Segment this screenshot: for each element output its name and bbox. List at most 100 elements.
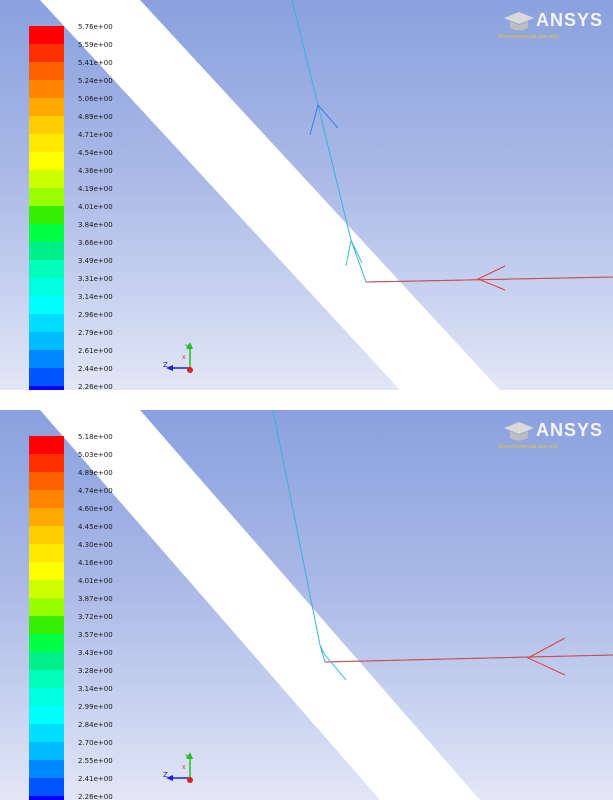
colormap-legend: 5.76e+00 5.59e+00 5.41e+00 5.24e+00 5.06e+00… (0, 0, 150, 390)
legend-value-label: 2.26e+00 (78, 383, 113, 390)
legend-value-label: 2.55e+00 (78, 757, 113, 765)
legend-value-label: 4.89e+00 (78, 113, 113, 121)
graduation-cap-icon (504, 422, 534, 441)
legend-value-label: 4.16e+00 (78, 559, 113, 567)
legend-value-label: 4.01e+00 (78, 577, 113, 585)
logo-brand: ANSYS (536, 420, 604, 440)
axis-y-label: Y (184, 753, 190, 761)
legend-swatch (29, 580, 64, 598)
legend-value-label: 5.24e+00 (78, 77, 113, 85)
axis-y-label: Y (184, 343, 190, 351)
legend-value-label: 2.44e+00 (78, 365, 113, 373)
legend-value-label: 2.99e+00 (78, 703, 113, 711)
legend-swatch (29, 44, 64, 62)
ray-path-red (365, 276, 613, 283)
scene-bottom (40, 410, 613, 800)
ray-path-red (324, 654, 613, 663)
legend-swatch (29, 706, 64, 724)
legend-value-label: 5.18e+00 (78, 433, 113, 441)
legend-swatch (29, 314, 64, 332)
legend-value-label: 2.70e+00 (78, 739, 113, 747)
legend-value-label: 2.61e+00 (78, 347, 113, 355)
legend-swatch (29, 472, 64, 490)
legend-value-label: 4.19e+00 (78, 185, 113, 193)
legend-value-label: 4.45e+00 (78, 523, 113, 531)
viewport-top[interactable]: 5.76e+00 5.59e+00 5.41e+00 5.24e+00 5.06e+00… (0, 0, 613, 390)
legend-swatch (29, 670, 64, 688)
ray-arrow (476, 265, 506, 291)
legend-swatch (29, 724, 64, 742)
legend-swatch (29, 152, 64, 170)
legend-swatch (29, 598, 64, 616)
legend-value-label: 4.54e+00 (78, 149, 113, 157)
logo-subtitle: Noncommercial use only (498, 444, 559, 450)
legend-swatch (29, 224, 64, 242)
legend-swatch (29, 616, 64, 634)
legend-swatch (29, 206, 64, 224)
legend-swatch (29, 260, 64, 278)
legend-swatch (29, 278, 64, 296)
legend-swatch (29, 526, 64, 544)
legend-swatch (29, 134, 64, 152)
legend-value-label: 5.03e+00 (78, 451, 113, 459)
scene-top (40, 0, 613, 390)
legend-swatch (29, 98, 64, 116)
legend-value-label: 3.84e+00 (78, 221, 113, 229)
legend-swatch (29, 778, 64, 796)
ansys-logo: ANSYS Noncommercial use only (498, 10, 613, 52)
legend-swatch (29, 652, 64, 670)
legend-value-label: 4.71e+00 (78, 131, 113, 139)
axis-z-label: Z (163, 361, 168, 369)
legend-swatch (29, 454, 64, 472)
legend-swatch (29, 386, 64, 390)
ansys-logo: ANSYS Noncommercial use only (498, 420, 613, 462)
legend-swatch (29, 562, 64, 580)
slab-band (40, 0, 500, 390)
legend-swatch (29, 436, 64, 454)
legend-swatch (29, 62, 64, 80)
legend-swatch (29, 742, 64, 760)
logo-brand: ANSYS (536, 10, 604, 30)
logo-subtitle: Noncommercial use only (498, 34, 559, 40)
legend-value-label: 3.14e+00 (78, 685, 113, 693)
legend-value-label: 2.41e+00 (78, 775, 113, 783)
legend-swatch (29, 188, 64, 206)
legend-swatch (29, 490, 64, 508)
ray-arrow (319, 644, 347, 681)
legend-swatch (29, 688, 64, 706)
legend-swatch (29, 508, 64, 526)
legend-swatch (29, 350, 64, 368)
legend-swatch (29, 796, 64, 800)
legend-value-label: 2.84e+00 (78, 721, 113, 729)
legend-value-label: 3.49e+00 (78, 257, 113, 265)
viewport-bottom[interactable]: 5.18e+00 5.03e+00 4.89e+00 4.74e+00 4.60e+00… (0, 410, 613, 800)
legend-value-label: 3.28e+00 (78, 667, 113, 675)
legend-value-label: 2.96e+00 (78, 311, 113, 319)
legend-value-label: 4.01e+00 (78, 203, 113, 211)
legend-value-label: 2.79e+00 (78, 329, 113, 337)
legend-swatch (29, 760, 64, 778)
axis-z-label: Z (163, 771, 168, 779)
legend-value-label: 3.87e+00 (78, 595, 113, 603)
colormap-legend: 5.18e+00 5.03e+00 4.89e+00 4.74e+00 4.60e+00… (0, 410, 150, 800)
legend-value-label: 5.06e+00 (78, 95, 113, 103)
legend-swatch (29, 368, 64, 386)
legend-swatch (29, 170, 64, 188)
legend-value-label: 4.89e+00 (78, 469, 113, 477)
legend-value-label: 3.66e+00 (78, 239, 113, 247)
legend-value-label: 3.31e+00 (78, 275, 113, 283)
graduation-cap-icon (504, 12, 534, 31)
axis-x-label: X (182, 355, 186, 361)
legend-swatch (29, 242, 64, 260)
legend-value-label: 3.72e+00 (78, 613, 113, 621)
legend-value-label: 4.60e+00 (78, 505, 113, 513)
ray-arrow (345, 238, 363, 267)
legend-value-label: 3.14e+00 (78, 293, 113, 301)
legend-value-label: 5.41e+00 (78, 59, 113, 67)
legend-value-label: 5.59e+00 (78, 41, 113, 49)
slab-band (40, 410, 480, 800)
axis-x-label: X (182, 765, 186, 771)
legend-swatch (29, 332, 64, 350)
legend-value-label: 4.30e+00 (78, 541, 113, 549)
legend-value-label: 2.26e+00 (78, 793, 113, 800)
